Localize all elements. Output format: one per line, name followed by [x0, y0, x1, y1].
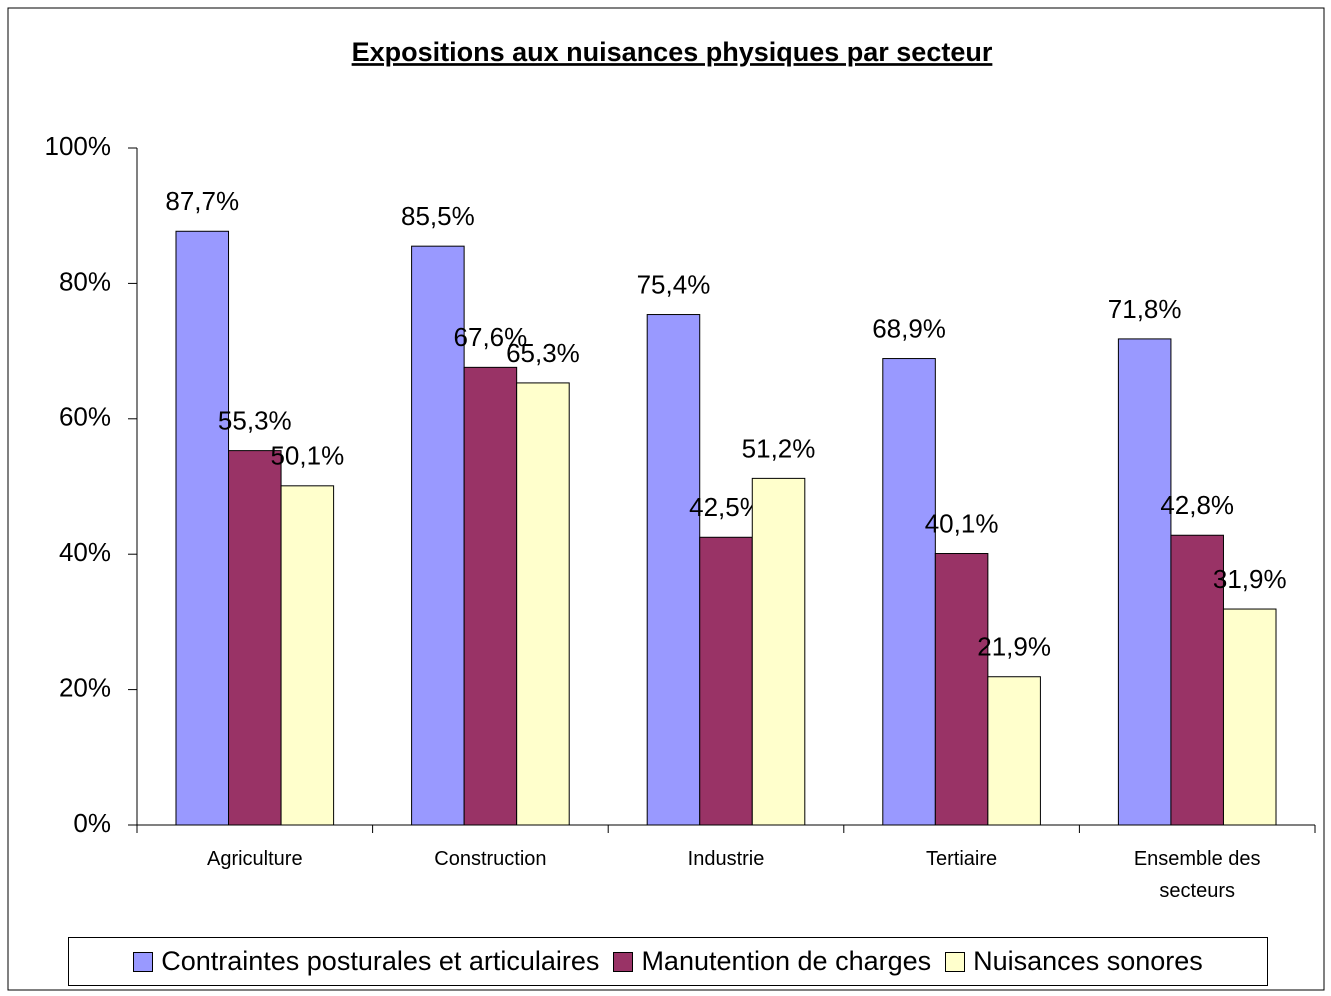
data-label: 75,4% [637, 269, 711, 299]
legend-swatch [945, 951, 966, 972]
bar [411, 245, 465, 826]
y-tick-label: 40% [59, 537, 111, 567]
bar [280, 485, 335, 826]
data-label: 21,9% [977, 632, 1051, 662]
bar [882, 358, 936, 826]
bar [646, 314, 701, 826]
y-tick-label: 80% [59, 266, 111, 296]
bar [934, 553, 989, 826]
data-label: 67,6% [454, 322, 528, 352]
bar [175, 230, 230, 826]
legend-label: Nuisances sonores [973, 946, 1203, 976]
data-label: 55,3% [218, 405, 292, 435]
data-label: 50,1% [270, 441, 344, 471]
bar [463, 366, 518, 826]
chart-title: Expositions aux nuisances physiques par … [352, 37, 993, 67]
bar [228, 450, 282, 826]
data-label: 31,9% [1213, 564, 1287, 594]
bar [751, 477, 806, 826]
x-tick-label: Construction [434, 848, 547, 870]
x-tick-label: Industrie [687, 848, 765, 870]
bar [987, 676, 1041, 826]
data-label: 71,8% [1108, 294, 1182, 324]
y-tick-label: 0% [73, 808, 111, 838]
bar [1170, 534, 1224, 826]
legend-label: Manutention de charges [641, 946, 932, 976]
legend-item: Nuisances sonores [945, 946, 1203, 977]
y-tick-label: 60% [59, 402, 111, 432]
data-label: 85,5% [401, 201, 475, 231]
bar [1117, 338, 1172, 826]
x-tick-label: Tertiaire [926, 848, 998, 870]
x-tick-label: Agriculture [206, 848, 303, 870]
y-tick-label: 100% [45, 131, 112, 161]
legend: Contraintes posturales et articulaires Ma… [68, 937, 1268, 986]
data-label: 42,5% [689, 492, 763, 522]
data-label: 65,3% [506, 338, 580, 368]
data-label: 68,9% [872, 313, 946, 343]
y-tick-label: 20% [59, 672, 111, 702]
x-tick-label: Ensemble des secteurs [1133, 848, 1261, 902]
legend-label: Contraintes posturales et articulaires [161, 946, 600, 976]
data-label: 51,2% [742, 433, 816, 463]
bar [1222, 608, 1277, 826]
data-label: 40,1% [925, 508, 999, 538]
legend-item: Manutention de charges [613, 946, 931, 977]
data-label: 87,7% [165, 186, 239, 216]
legend-item: Contraintes posturales et articulaires [133, 946, 599, 977]
legend-swatch [133, 951, 154, 972]
data-label: 42,8% [1160, 490, 1234, 520]
bar [516, 382, 570, 826]
legend-swatch [613, 951, 634, 972]
bar [699, 536, 753, 826]
